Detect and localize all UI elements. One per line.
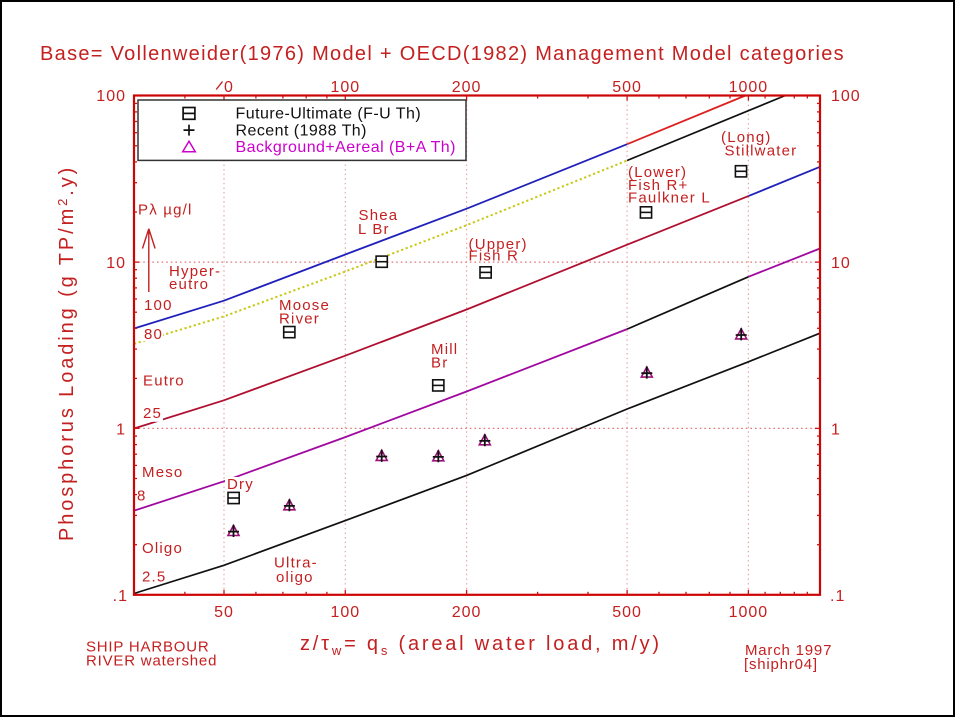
svg-text:100: 100: [831, 88, 861, 105]
svg-text:eutro: eutro: [169, 276, 209, 293]
svg-text:1: 1: [116, 421, 126, 438]
svg-text:Stillwater: Stillwater: [725, 142, 798, 159]
svg-text:.1: .1: [113, 588, 128, 605]
svg-text:Recent (1988 Th): Recent (1988 Th): [236, 122, 367, 139]
svg-text:200: 200: [452, 604, 482, 621]
svg-text:Fish R: Fish R: [469, 248, 520, 265]
svg-text:0: 0: [224, 79, 234, 96]
svg-text:25: 25: [143, 405, 162, 422]
svg-text:10: 10: [106, 255, 126, 272]
svg-text:80: 80: [144, 326, 163, 343]
svg-text:Shea: Shea: [359, 207, 399, 224]
svg-text:Fish R+: Fish R+: [628, 177, 689, 194]
svg-text:Dry: Dry: [227, 476, 254, 493]
svg-text:100: 100: [330, 79, 360, 96]
svg-text:Br: Br: [431, 355, 448, 372]
svg-text:River: River: [279, 311, 320, 328]
svg-text:Background+Aereal (B+A Th): Background+Aereal (B+A Th): [236, 139, 456, 156]
svg-text:10: 10: [831, 255, 851, 272]
svg-text:1000: 1000: [729, 604, 769, 621]
svg-text:100: 100: [330, 604, 360, 621]
svg-text:50: 50: [214, 604, 234, 621]
svg-text:500: 500: [612, 79, 642, 96]
svg-text:SHIP HARBOUR: SHIP HARBOUR: [86, 639, 210, 656]
svg-text:Hyper-: Hyper-: [169, 263, 221, 280]
svg-text:.1: .1: [830, 588, 845, 605]
svg-text:z/τw= qs (areal water load, m/: z/τw= qs (areal water load, m/y): [300, 633, 662, 658]
svg-text:Future-Ultimate (F-U Th): Future-Ultimate (F-U Th): [236, 106, 422, 123]
svg-text:2.5: 2.5: [142, 569, 166, 586]
svg-text:March 1997: March 1997: [745, 642, 832, 659]
svg-text:8: 8: [137, 487, 147, 504]
svg-text:Ultra-: Ultra-: [274, 555, 318, 572]
svg-text:200: 200: [452, 79, 482, 96]
svg-text:oligo: oligo: [276, 569, 314, 586]
svg-text:(Upper): (Upper): [469, 236, 528, 253]
svg-text:Oligo: Oligo: [142, 540, 183, 557]
svg-text:[shiphr04]: [shiphr04]: [744, 656, 818, 673]
svg-text:500: 500: [612, 604, 642, 621]
svg-text:Eutro: Eutro: [143, 372, 185, 389]
svg-text:L Br: L Br: [358, 221, 390, 238]
svg-text:1: 1: [831, 421, 841, 438]
svg-text:Moose: Moose: [279, 297, 330, 314]
svg-text:Base= Vollenweider(1976) Model: Base= Vollenweider(1976) Model + OECD(19…: [40, 43, 845, 65]
svg-text:Mill: Mill: [431, 341, 458, 358]
svg-text:100: 100: [144, 297, 173, 314]
svg-text:(Long): (Long): [721, 129, 772, 146]
svg-text:Phosphorus Loading (g TP/m2.y): Phosphorus Loading (g TP/m2.y): [55, 165, 78, 541]
svg-text:Faulkner L: Faulkner L: [628, 190, 711, 207]
svg-text:RIVER watershed: RIVER watershed: [86, 653, 217, 670]
svg-text:(Lower): (Lower): [628, 164, 687, 181]
svg-text:Meso: Meso: [142, 464, 183, 481]
svg-text:100: 100: [96, 88, 126, 105]
svg-text:1000: 1000: [729, 79, 769, 96]
svg-text:Pλ µg/l: Pλ µg/l: [138, 201, 193, 218]
